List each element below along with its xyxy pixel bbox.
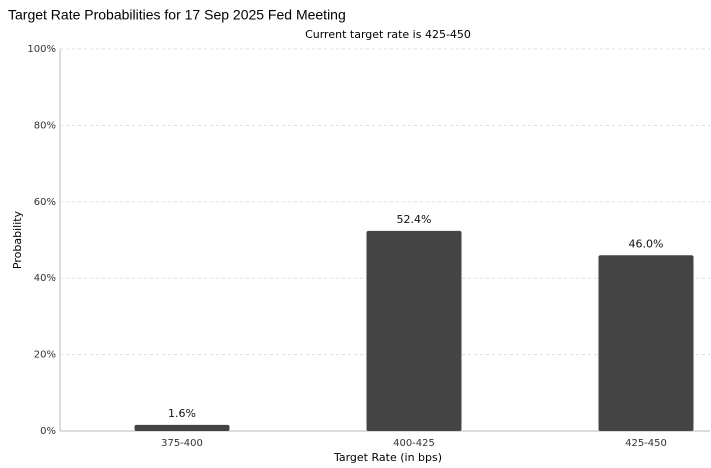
chart-title: Target Rate Probabilities for 17 Sep 202… xyxy=(8,7,346,23)
x-axis-title: Target Rate (in bps) xyxy=(333,451,442,464)
bar xyxy=(134,424,230,431)
value-label: 46.0% xyxy=(629,237,664,250)
y-tick-label: 80% xyxy=(34,120,56,131)
y-tick-label: 100% xyxy=(27,44,56,55)
y-tick-label: 0% xyxy=(40,426,56,437)
bar xyxy=(598,255,694,431)
y-tick-label: 60% xyxy=(34,197,56,208)
value-label: 1.6% xyxy=(168,407,196,420)
y-axis-title: Probability xyxy=(11,210,24,269)
y-tick-label: 20% xyxy=(34,350,56,361)
x-tick-label: 400-425 xyxy=(393,438,435,449)
bar xyxy=(366,230,462,431)
x-tick-label: 425-450 xyxy=(625,438,667,449)
value-label: 52.4% xyxy=(397,213,432,226)
x-tick-label: 375-400 xyxy=(161,438,203,449)
y-tick-label: 40% xyxy=(34,273,56,284)
chart-subtitle: Current target rate is 425-450 xyxy=(305,28,471,41)
